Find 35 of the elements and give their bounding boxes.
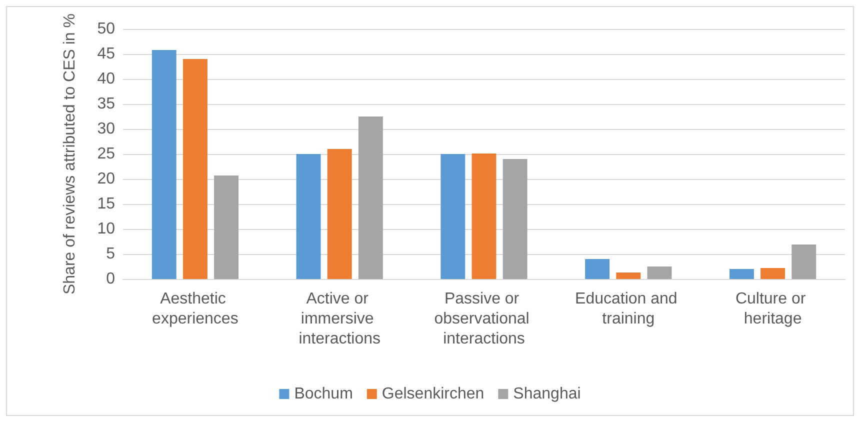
bar [729, 269, 754, 279]
y-tick-label: 25 [97, 146, 116, 162]
bar [440, 154, 466, 279]
x-tick-label: Passive or observational interactions [434, 290, 534, 348]
y-tick-label: 15 [97, 196, 116, 212]
y-tick-label: 20 [97, 170, 116, 188]
bar [152, 50, 176, 279]
y-tick-label: 10 [97, 220, 116, 238]
bar [358, 116, 383, 279]
bar [472, 154, 496, 279]
bar [214, 176, 239, 279]
legend-label: Shanghai [513, 386, 581, 402]
bar [647, 266, 672, 279]
bar [760, 268, 786, 279]
bar [296, 154, 321, 279]
bar [182, 59, 208, 279]
bar [616, 272, 641, 279]
bar [327, 149, 352, 279]
bar [502, 159, 528, 279]
y-tick-label: 35 [97, 96, 116, 112]
x-tick-label: Active or immersive interactions [298, 290, 381, 348]
x-tick-label: Aesthetic experiences [152, 290, 238, 328]
x-tick-label: Education and training [575, 290, 682, 328]
y-tick-label: 0 [106, 270, 116, 288]
x-tick-label: Culture or heritage [735, 290, 810, 328]
y-tick-label: 45 [97, 46, 116, 62]
legend-label: Bochum [294, 386, 353, 402]
y-axis-title: Share of reviews attributed to CES in % [62, 13, 78, 295]
y-tick-label: 40 [97, 70, 116, 88]
y-tick-label: 50 [97, 20, 116, 38]
legend-label: Gelsenkirchen [382, 386, 484, 402]
y-tick-label: 30 [97, 120, 116, 138]
bar [792, 244, 816, 279]
bar [585, 259, 610, 279]
y-tick-label: 5 [106, 246, 116, 262]
